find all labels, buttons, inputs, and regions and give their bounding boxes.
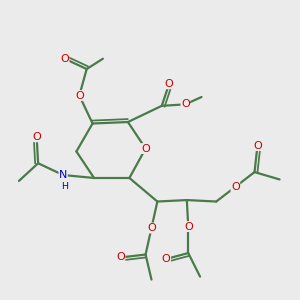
Text: O: O	[147, 223, 156, 233]
Text: O: O	[231, 182, 240, 192]
Text: O: O	[184, 222, 193, 232]
Text: O: O	[141, 143, 150, 154]
Text: O: O	[60, 54, 69, 64]
Text: H: H	[61, 182, 68, 191]
Text: O: O	[116, 253, 125, 262]
Text: N: N	[59, 170, 67, 180]
Text: O: O	[181, 99, 190, 110]
Text: O: O	[253, 141, 262, 151]
Text: O: O	[32, 132, 41, 142]
Text: O: O	[75, 91, 84, 100]
Text: O: O	[162, 254, 171, 264]
Text: O: O	[165, 79, 173, 89]
